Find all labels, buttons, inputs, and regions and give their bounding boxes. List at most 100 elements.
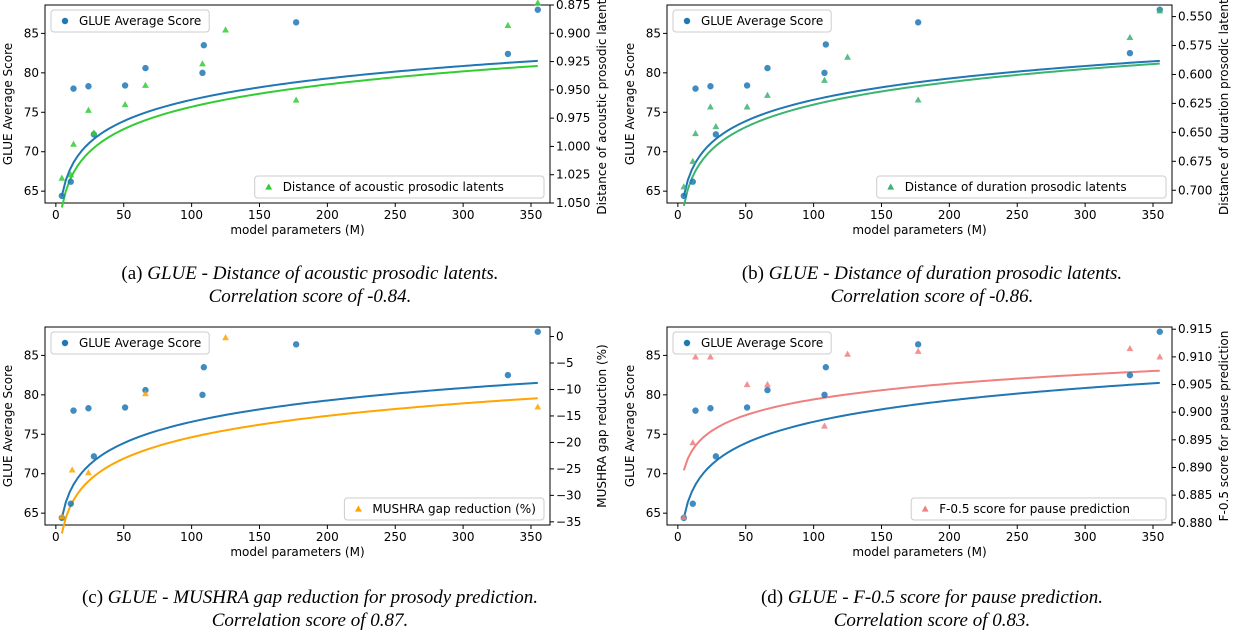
y-right-tick-label: −10 <box>556 382 581 396</box>
glue-point <box>67 500 74 507</box>
second-fit-line <box>682 369 1160 471</box>
x-tick-label: 250 <box>1006 208 1029 222</box>
y-right-tick-label: 0.900 <box>1178 405 1212 419</box>
x-tick-label: 350 <box>1142 208 1165 222</box>
x-tick-label: 250 <box>1006 530 1029 544</box>
second-point <box>58 174 66 181</box>
second-point <box>821 76 828 83</box>
glue-point <box>712 131 720 138</box>
y-right-axis-label: Distance of acoustic prosodic latents <box>595 0 609 215</box>
y-right-tick-label: 0.950 <box>556 83 590 97</box>
y-right-tick-label: 0.890 <box>1178 460 1212 474</box>
legend-glue-marker <box>61 17 69 25</box>
glue-point <box>534 6 541 13</box>
second-point <box>680 183 688 190</box>
second-fit-line <box>682 62 1160 207</box>
legend-second-label: Distance of acoustic prosodic latents <box>283 180 504 194</box>
glue-point <box>142 64 149 72</box>
y-right-tick-label: −5 <box>556 356 574 370</box>
x-tick-label: 300 <box>1074 530 1097 544</box>
y-right-tick-label: 0.700 <box>1178 183 1212 197</box>
second-fit-line <box>60 397 538 534</box>
y-tick-label: 85 <box>646 26 661 40</box>
y-right-tick-label: 0.975 <box>556 111 590 125</box>
glue-point <box>822 41 830 48</box>
legend-second: Distance of duration prosodic latents <box>876 175 1167 199</box>
glue-point <box>821 69 828 77</box>
second-point <box>90 129 98 136</box>
legend-glue: GLUE Average Score <box>672 9 832 33</box>
second-point <box>692 129 699 137</box>
glue-point <box>1156 328 1163 335</box>
y-tick-label: 65 <box>24 184 39 198</box>
y-right-tick-label: −15 <box>556 409 581 423</box>
glue-point <box>534 328 541 335</box>
second-point <box>1156 7 1164 14</box>
x-tick-label: 200 <box>316 530 339 544</box>
y-right-tick-label: −25 <box>556 462 581 476</box>
second-point <box>199 60 206 67</box>
glue-point <box>821 391 828 399</box>
glue-point <box>504 371 512 379</box>
legend-box <box>50 331 210 355</box>
caption-label: (b) <box>741 263 769 284</box>
y-right-axis-label: F-0.5 score for pause prediction <box>1217 331 1231 522</box>
y-right-tick-label: 0.915 <box>1178 322 1212 336</box>
caption-line2: Correlation score of 0.83. <box>833 610 1031 631</box>
legend-box <box>672 331 832 355</box>
x-tick-label: 150 <box>870 208 893 222</box>
y-right-tick-label: 1.000 <box>556 139 590 153</box>
y-right-tick-label: 1.050 <box>556 196 590 210</box>
second-point <box>142 81 149 88</box>
y-right-tick-label: −35 <box>556 515 581 529</box>
x-tick-label: 100 <box>180 208 203 222</box>
x-tick-label: 300 <box>1074 208 1097 222</box>
y-right-tick-label: 0.925 <box>556 55 590 69</box>
x-tick-label: 100 <box>802 530 825 544</box>
chart-d: 0 50 100 150 200 250 300 350 model parameters (M… <box>623 322 1231 559</box>
x-tick-label: 200 <box>316 208 339 222</box>
x-tick-label: 350 <box>520 208 543 222</box>
y-right-tick-label: 0.550 <box>1178 10 1212 24</box>
glue-point <box>199 391 206 399</box>
x-tick-label: 250 <box>384 530 407 544</box>
second-point <box>821 422 828 429</box>
glue-point <box>70 407 77 414</box>
x-axis-label: model parameters (M) <box>852 223 986 237</box>
y-right-tick-label: 0.905 <box>1178 378 1212 392</box>
y-tick-label: 85 <box>24 348 39 362</box>
legend-second-marker <box>887 183 895 190</box>
y-right-tick-label: 0.650 <box>1178 125 1212 139</box>
second-point <box>712 122 720 130</box>
y-tick-label: 75 <box>646 105 661 119</box>
y-tick-label: 65 <box>646 184 661 198</box>
y-right-tick-label: 0.910 <box>1178 350 1212 364</box>
glue-point <box>67 178 74 185</box>
plot-frame <box>44 326 551 526</box>
x-tick-label: 350 <box>520 530 543 544</box>
y-axis-label: GLUE Average Score <box>623 43 637 165</box>
y-right-tick-label: 0.880 <box>1178 516 1212 530</box>
second-point <box>689 438 697 446</box>
legend-glue-label: GLUE Average Score <box>701 336 823 350</box>
x-tick-label: 300 <box>452 530 475 544</box>
glue-point <box>707 405 714 412</box>
legend-box <box>343 497 545 521</box>
x-tick-label: 150 <box>248 208 271 222</box>
second-point <box>222 26 229 33</box>
glue-fit-line <box>682 381 1160 519</box>
y-tick-label: 75 <box>24 427 39 441</box>
y-right-tick-label: 1.025 <box>556 168 590 182</box>
glue-point <box>292 19 300 26</box>
second-point <box>743 380 751 388</box>
legend-second-marker <box>265 183 273 190</box>
y-tick-label: 70 <box>646 467 661 481</box>
second-point <box>680 513 688 520</box>
legend-glue-label: GLUE Average Score <box>79 14 201 28</box>
legend-glue: GLUE Average Score <box>672 331 832 355</box>
y-right-tick-label: 0.625 <box>1178 96 1212 110</box>
y-right-tick-label: 0.675 <box>1178 154 1212 168</box>
x-tick-label: 150 <box>870 530 893 544</box>
x-tick-label: 0 <box>674 530 682 544</box>
x-tick-label: 150 <box>248 530 271 544</box>
